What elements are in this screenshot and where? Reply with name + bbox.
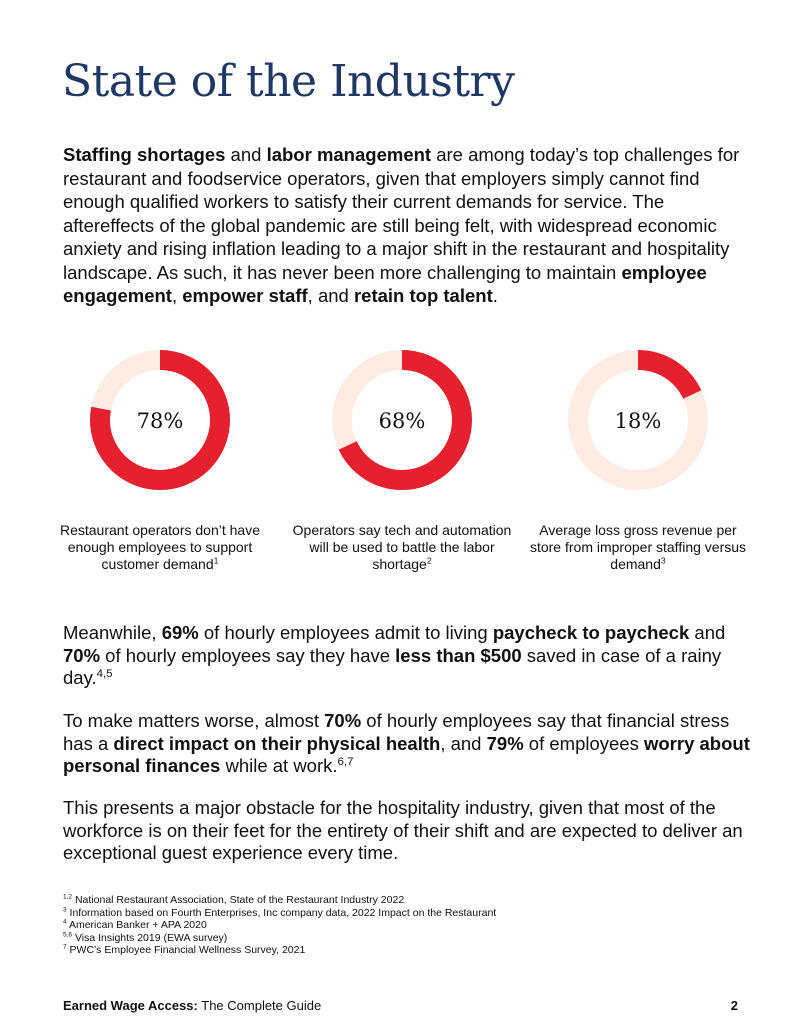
paragraph-paycheck: Meanwhile, 69% of hourly employees admit… xyxy=(63,622,753,690)
stat-caption-text: Operators say tech and automation will b… xyxy=(292,522,512,572)
p2-text-4: of employees xyxy=(523,732,644,754)
footnote-text: Information based on Fourth Enterprises,… xyxy=(66,906,497,919)
p2-bold-1: 70% xyxy=(324,710,362,731)
stat-caption: Average loss gross revenue per store fro… xyxy=(528,522,748,573)
p1-text-4: of hourly employees say they have xyxy=(100,644,396,666)
intro-bold-4: empower staff xyxy=(182,285,308,306)
intro-bold-1: Staffing shortages xyxy=(63,144,226,165)
intro-text-5: . xyxy=(492,285,498,306)
p1-bold-3: 70% xyxy=(63,644,101,666)
footnote-item: 5,6 Visa Insights 2019 (EWA survey) xyxy=(63,931,763,945)
page-footer: Earned Wage Access: The Complete Guide 2 xyxy=(63,998,738,1018)
p2-bold-2: direct impact on their physical health xyxy=(113,732,441,754)
footnote-item: 4 American Banker + APA 2020 xyxy=(63,919,763,932)
p2-text-3: , and xyxy=(440,732,487,754)
intro-bold-3: employee engagement xyxy=(63,261,707,307)
p1-bold-4: less than $500 xyxy=(395,644,522,666)
stat-caption: Operators say tech and automation will b… xyxy=(292,522,512,573)
intro-text-1: and xyxy=(225,144,267,165)
intro-paragraph: Staffing shortages and labor management … xyxy=(63,143,753,308)
intro-text-3: , xyxy=(171,285,183,306)
stat-caption: Restaurant operators don’t have enough e… xyxy=(50,522,270,573)
footnote-text: American Banker + APA 2020 xyxy=(66,919,207,931)
intro-bold-5: retain top talent xyxy=(353,285,493,306)
donut-arc xyxy=(332,350,472,490)
footnote-item: 7 PWC’s Employee Financial Wellness Surv… xyxy=(63,944,763,957)
p2-text-5: while at work. xyxy=(220,755,338,776)
p1-text-3: and xyxy=(689,622,726,643)
footer-title-bold: Earned Wage Access: xyxy=(63,998,198,1013)
footnote-item: 3 Information based on Fourth Enterprise… xyxy=(63,906,763,920)
footnote-ref: 4 xyxy=(63,918,67,926)
p1-text-2: of hourly employees admit to living xyxy=(198,622,493,643)
footnote-ref: 1,2 xyxy=(63,893,73,901)
page-number: 2 xyxy=(730,998,738,1013)
p2-bold-3: 79% xyxy=(486,732,524,754)
page-title: State of the Industry xyxy=(62,56,515,107)
stat-caption-ref: 1 xyxy=(213,555,219,566)
paragraph-financial-stress: To make matters worse, almost 70% of hou… xyxy=(63,710,753,778)
donut-percent-label: 18% xyxy=(615,409,662,433)
footer-title: Earned Wage Access: The Complete Guide xyxy=(63,998,321,1013)
p1-text-5: saved in case of a rainy day. xyxy=(63,644,722,689)
p1-text-1: Meanwhile, xyxy=(63,622,162,643)
donut-chart-18: 18% xyxy=(568,350,708,490)
footnote-text: National Restaurant Association, State o… xyxy=(72,894,405,906)
p2-bold-4: worry about personal finances xyxy=(63,732,750,777)
footnote-ref: 5,6 xyxy=(63,931,73,938)
footnotes: 1,2 National Restaurant Association, Sta… xyxy=(63,894,763,957)
footnote-text: PWC’s Employee Financial Wellness Survey… xyxy=(66,944,306,956)
p2-text-1: To make matters worse, almost xyxy=(63,710,325,731)
donut-arc xyxy=(568,350,708,490)
footnote-ref: 3 xyxy=(63,906,67,913)
footer-title-text: The Complete Guide xyxy=(197,998,322,1013)
stat-caption-text: Restaurant operators don’t have enough e… xyxy=(59,522,260,572)
intro-text-2: are among today’s top challenges for res… xyxy=(63,144,740,283)
donut-percent-label: 78% xyxy=(137,409,184,433)
stats-row: 78% Restaurant operators don’t have enou… xyxy=(0,350,800,590)
donut-chart-68: 68% xyxy=(332,350,472,490)
stat-caption-ref: 2 xyxy=(426,555,432,566)
donut-arc xyxy=(90,350,230,490)
p2-text-2: of hourly employees say that financial s… xyxy=(63,710,730,754)
donut-percent-label: 68% xyxy=(379,409,426,433)
p1-ref: 4,5 xyxy=(96,667,113,680)
donut-chart-78: 78% xyxy=(90,350,230,490)
footnote-item: 1,2 National Restaurant Association, Sta… xyxy=(63,894,763,907)
footnote-ref: 7 xyxy=(63,943,67,951)
stat-caption-ref: 3 xyxy=(660,555,666,566)
footnote-text: Visa Insights 2019 (EWA survey) xyxy=(72,931,228,944)
p2-ref: 6,7 xyxy=(337,755,354,768)
paragraph-obstacle: This presents a major obstacle for the h… xyxy=(63,797,743,863)
stat-card-tech-automation: 68% Operators say tech and automation wi… xyxy=(292,350,512,573)
stat-card-staff-shortage: 78% Restaurant operators don’t have enou… xyxy=(50,350,270,573)
intro-bold-2: labor management xyxy=(266,144,432,165)
stat-card-revenue-loss: 18% Average loss gross revenue per store… xyxy=(528,350,748,573)
intro-text-4: , and xyxy=(307,285,354,306)
stat-caption-text: Average loss gross revenue per store fro… xyxy=(529,522,747,572)
p1-bold-2: paycheck to paycheck xyxy=(492,622,690,643)
p1-bold-1: 69% xyxy=(161,622,199,643)
